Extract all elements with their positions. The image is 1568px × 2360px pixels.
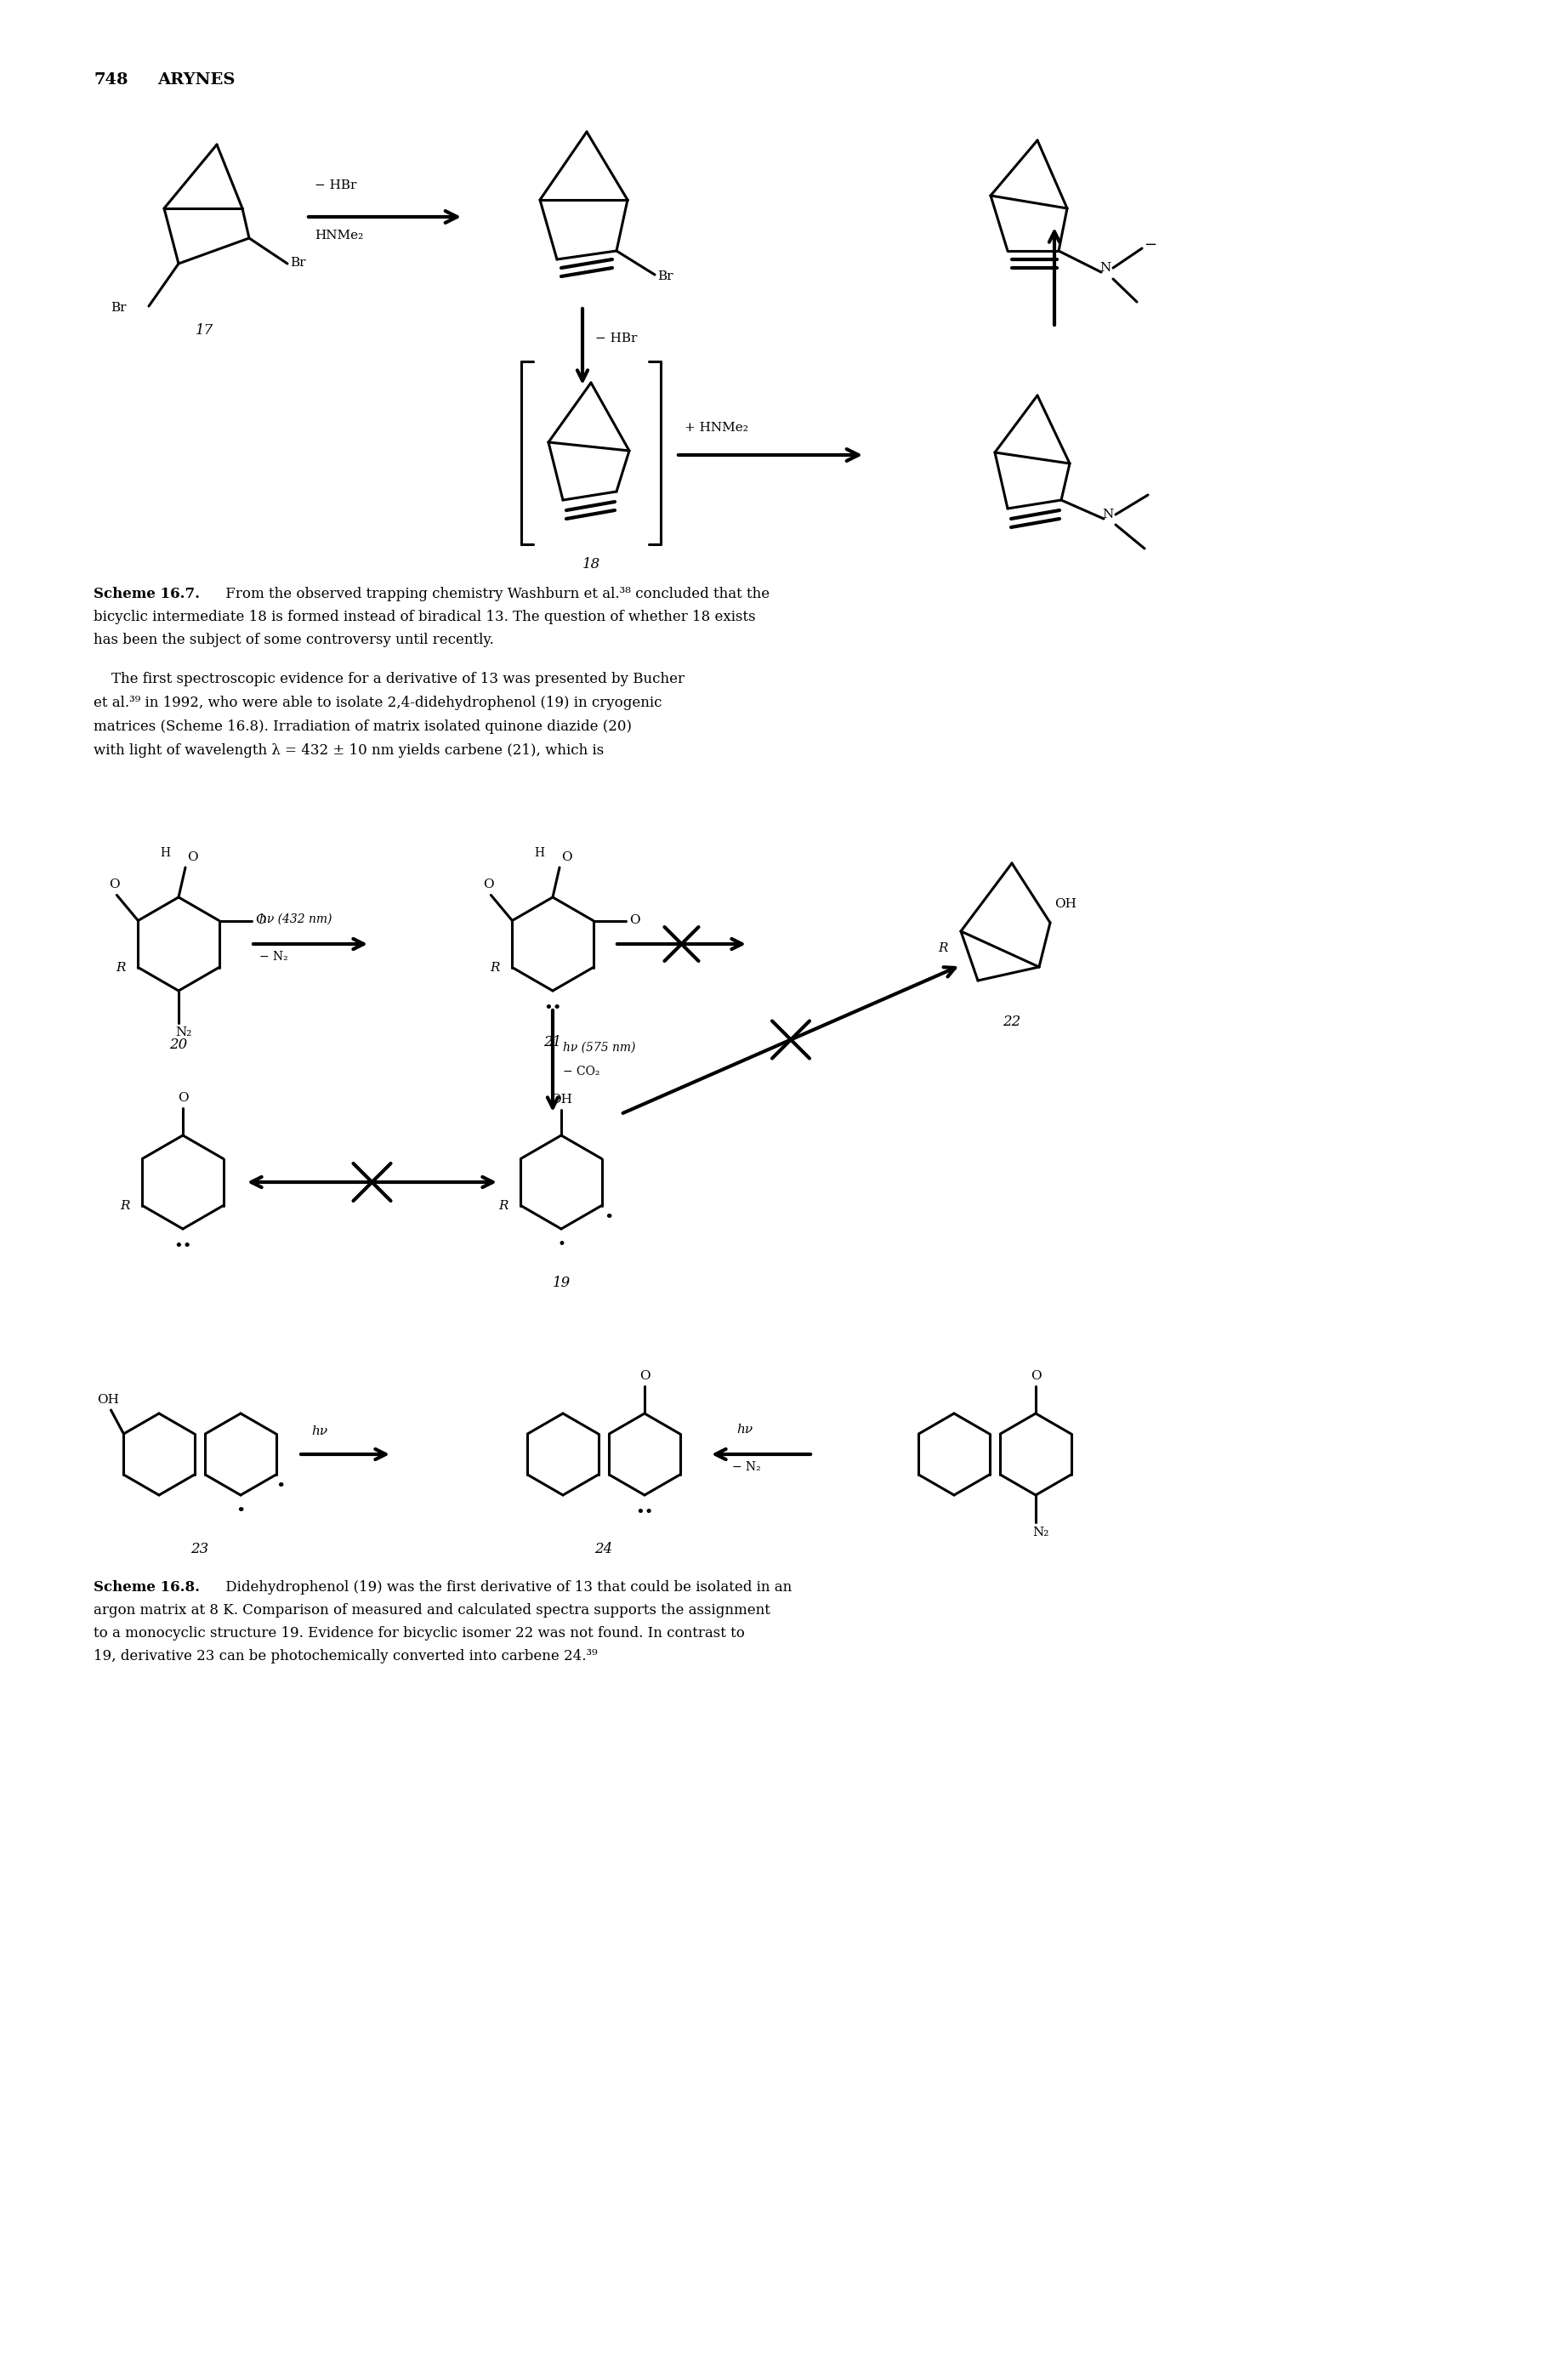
Text: hν: hν: [310, 1425, 328, 1437]
Text: OH: OH: [550, 1093, 572, 1104]
Text: OH: OH: [97, 1395, 119, 1407]
Text: O: O: [640, 1371, 649, 1383]
Text: Br: Br: [657, 271, 673, 283]
Text: •: •: [604, 1211, 613, 1225]
Text: O: O: [629, 916, 640, 927]
Text: bicyclic intermediate 18 is formed instead of biradical 13. The question of whet: bicyclic intermediate 18 is formed inste…: [94, 609, 756, 625]
Text: O: O: [177, 1093, 188, 1104]
Text: − CO₂: − CO₂: [563, 1067, 601, 1079]
Text: Br: Br: [290, 257, 306, 269]
Text: − N₂: − N₂: [259, 951, 289, 963]
Text: R: R: [938, 942, 949, 953]
Text: Br: Br: [110, 302, 127, 314]
Text: Didehydrophenol (19) was the first derivative of 13 that could be isolated in an: Didehydrophenol (19) was the first deriv…: [221, 1581, 792, 1595]
Text: •: •: [276, 1480, 285, 1494]
Text: −: −: [1143, 238, 1157, 253]
Text: O: O: [1030, 1371, 1041, 1383]
Text: 20: 20: [169, 1038, 188, 1053]
Text: with light of wavelength λ = 432 ± 10 nm yields carbene (21), which is: with light of wavelength λ = 432 ± 10 nm…: [94, 743, 604, 758]
Text: − N₂: − N₂: [732, 1461, 760, 1473]
Text: has been the subject of some controversy until recently.: has been the subject of some controversy…: [94, 632, 494, 647]
Text: ••: ••: [544, 1001, 561, 1017]
Text: to a monocyclic structure 19. Evidence for bicyclic isomer 22 was not found. In : to a monocyclic structure 19. Evidence f…: [94, 1626, 745, 1640]
Text: O: O: [108, 878, 119, 890]
Text: 19: 19: [552, 1277, 571, 1291]
Text: O: O: [561, 852, 572, 864]
Text: O: O: [254, 916, 265, 927]
Text: hν (432 nm): hν (432 nm): [259, 913, 332, 925]
Text: R: R: [499, 1199, 508, 1211]
Text: N: N: [1102, 507, 1113, 522]
Text: OH: OH: [1054, 899, 1076, 911]
Text: •: •: [235, 1503, 246, 1520]
Text: R: R: [489, 961, 500, 972]
Text: O: O: [483, 878, 494, 890]
Text: 19, derivative 23 can be photochemically converted into carbene 24.³⁹: 19, derivative 23 can be photochemically…: [94, 1650, 597, 1664]
Text: ••: ••: [174, 1239, 191, 1256]
Text: 18: 18: [582, 557, 601, 571]
Text: 17: 17: [194, 323, 213, 337]
Text: H: H: [160, 847, 169, 859]
Text: et al.³⁹ in 1992, who were able to isolate 2,4-didehydrophenol (19) in cryogenic: et al.³⁹ in 1992, who were able to isola…: [94, 696, 662, 710]
Text: hν: hν: [737, 1423, 753, 1435]
Text: 21: 21: [544, 1036, 561, 1050]
Text: Scheme 16.8.: Scheme 16.8.: [94, 1581, 199, 1595]
Text: argon matrix at 8 K. Comparison of measured and calculated spectra supports the : argon matrix at 8 K. Comparison of measu…: [94, 1602, 770, 1617]
Text: Scheme 16.7.: Scheme 16.7.: [94, 588, 199, 602]
Text: The first spectroscopic evidence for a derivative of 13 was presented by Bucher: The first spectroscopic evidence for a d…: [94, 673, 685, 687]
Text: ••: ••: [635, 1506, 654, 1520]
Text: 24: 24: [594, 1541, 613, 1555]
Text: 23: 23: [191, 1541, 209, 1555]
Text: hν (575 nm): hν (575 nm): [563, 1041, 635, 1053]
Text: + HNMe₂: + HNMe₂: [685, 422, 748, 434]
Text: 22: 22: [1004, 1015, 1021, 1029]
Text: H: H: [535, 847, 544, 859]
Text: R: R: [119, 1199, 130, 1211]
Text: R: R: [116, 961, 125, 972]
Text: matrices (Scheme 16.8). Irradiation of matrix isolated quinone diazide (20): matrices (Scheme 16.8). Irradiation of m…: [94, 720, 632, 734]
Text: •: •: [557, 1237, 566, 1251]
Text: N₂: N₂: [176, 1027, 191, 1038]
Text: From the observed trapping chemistry Washburn et al.³⁸ concluded that the: From the observed trapping chemistry Was…: [221, 588, 770, 602]
Text: ARYNES: ARYNES: [157, 73, 235, 87]
Text: − HBr: − HBr: [596, 333, 637, 345]
Text: N₂: N₂: [1032, 1527, 1049, 1539]
Text: − HBr: − HBr: [315, 179, 356, 191]
Text: HNMe₂: HNMe₂: [315, 229, 364, 241]
Text: O: O: [187, 852, 198, 864]
Text: 748: 748: [94, 73, 129, 87]
Text: N: N: [1099, 262, 1110, 274]
